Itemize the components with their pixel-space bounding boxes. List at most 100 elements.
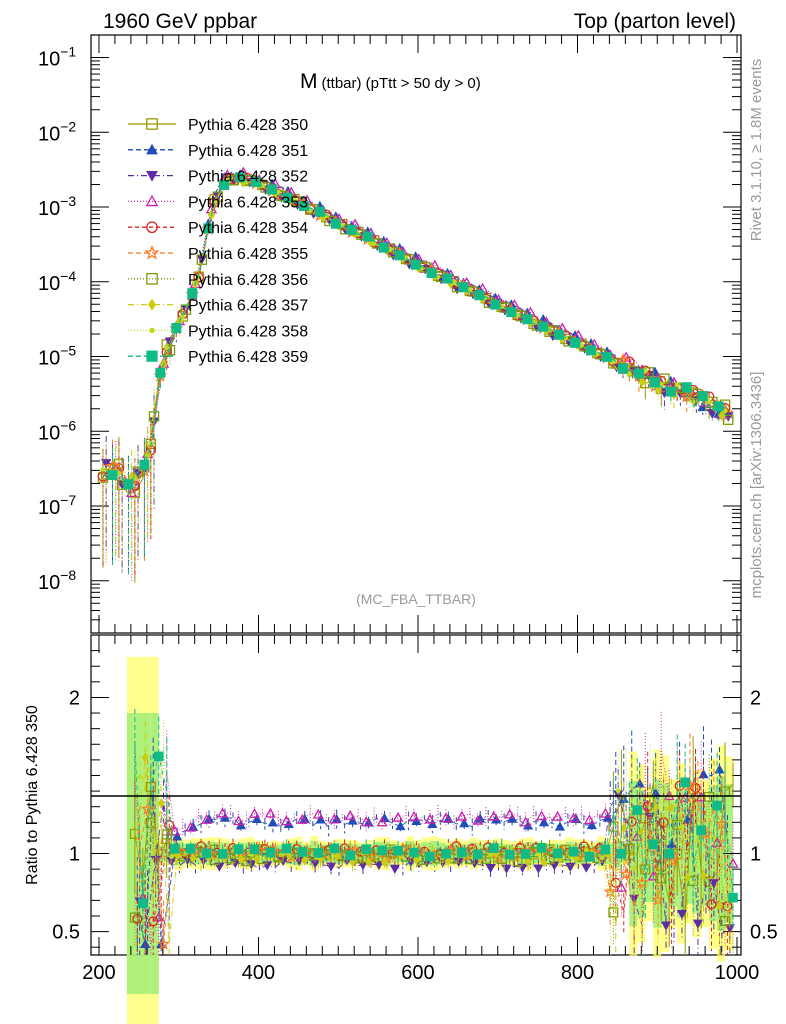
legend-marker-swatch <box>146 143 158 155</box>
legend: Pythia 6.428 350 Pythia 6.428 351 Pythia 6… <box>128 117 308 366</box>
main-data-point <box>362 231 373 242</box>
ratio-data-point <box>616 848 627 859</box>
main-data-point <box>410 259 421 270</box>
ratio-data-point <box>676 909 688 920</box>
ratio-data-point <box>344 809 356 820</box>
ratio-data-point <box>583 814 595 825</box>
main-data-point <box>674 382 680 388</box>
ratio-data-point <box>679 824 685 829</box>
main-data-point <box>707 409 718 419</box>
x-tick-labels: 200 400 600 800 1000 <box>82 962 759 984</box>
ratio-data-point <box>141 752 149 763</box>
ratio-data-point <box>536 810 548 821</box>
main-data-point <box>196 254 208 265</box>
ratio-data-point <box>581 863 592 873</box>
plot-title: M (ttbar) (pTtt > 50 dy > 0) <box>300 70 481 93</box>
ratio-panel: 0.5 0.5 1 1 2 2 200 400 600 800 1000 Ratio to Pyt… <box>24 634 778 1024</box>
ratio-data-point <box>253 854 261 865</box>
main-data-point <box>187 288 198 299</box>
ratio-data-point <box>312 808 324 819</box>
main-data-point <box>538 321 549 332</box>
ratio-y-tick-label-right: 2 <box>750 687 761 709</box>
main-data-point <box>442 273 453 284</box>
ratio-data-point <box>456 810 468 821</box>
ratio-data-point <box>600 844 611 855</box>
legend-marker-swatch <box>145 194 159 207</box>
ratio-frame <box>90 634 742 956</box>
ratio-data-point <box>635 875 649 889</box>
ratio-data-point <box>153 839 158 845</box>
legend-label: Pythia 6.428 352 <box>188 169 308 186</box>
main-data-point <box>251 176 262 187</box>
ratio-data-point <box>281 843 292 854</box>
ratio-data-point <box>660 921 672 931</box>
ratio-data-point <box>153 911 165 922</box>
ratio-data-point <box>704 791 715 802</box>
ratio-series-9 <box>134 708 738 940</box>
ratio-data-point <box>712 800 722 811</box>
ratio-data-point <box>552 848 563 859</box>
main-data-point <box>107 470 118 481</box>
main-data-point <box>394 250 405 261</box>
ratio-series-line <box>139 793 731 935</box>
ratio-data-point <box>164 820 175 831</box>
main-data-point <box>654 384 662 395</box>
ratio-band-inner <box>637 789 646 918</box>
main-data-point <box>267 184 278 195</box>
analysis-label: (MC_FBA_TTBAR) <box>356 591 476 607</box>
ratio-data-point <box>444 855 452 866</box>
ratio-band-inner <box>693 793 702 914</box>
main-data-point <box>180 304 192 315</box>
ratio-data-point <box>715 816 729 830</box>
ratio-data-point <box>201 813 213 824</box>
main-data-point <box>378 242 389 253</box>
ratio-data-point <box>424 813 436 824</box>
main-series-layer <box>97 166 734 583</box>
main-data-point <box>282 192 293 203</box>
ratio-axis-ticks <box>91 635 741 955</box>
legend-item-8: Pythia 6.428 358 <box>128 323 308 340</box>
legend-marker-swatch <box>146 350 158 362</box>
legend-label: Pythia 6.428 355 <box>188 246 308 263</box>
ratio-data-point <box>565 862 576 872</box>
ratio-data-point <box>325 862 337 872</box>
ratio-data-point <box>333 850 341 861</box>
main-data-point <box>617 363 628 374</box>
x-tick-label: 600 <box>401 962 434 984</box>
legend-item-0: Pythia 6.428 350 <box>128 117 308 134</box>
ratio-data-point <box>328 813 340 824</box>
ratio-data-point <box>472 814 484 825</box>
ratio-data-point <box>488 810 500 821</box>
rivet-label: Rivet 3.1.10, ≥ 1.8M events <box>748 59 765 242</box>
ratio-data-point <box>441 848 451 859</box>
legend-marker-swatch <box>146 118 158 130</box>
ratio-data-point <box>719 916 731 927</box>
ratio-data-point <box>264 807 276 818</box>
main-data-point <box>426 267 437 278</box>
main-data-point <box>139 459 150 470</box>
ratio-data-point <box>599 807 611 818</box>
main-data-point <box>371 241 377 247</box>
ratio-data-point <box>615 788 621 794</box>
ratio-data-point <box>233 844 244 854</box>
ratio-data-point <box>169 825 181 836</box>
ratio-data-point <box>156 936 171 950</box>
ratio-data-point <box>568 846 579 857</box>
ratio-data-point <box>624 843 635 854</box>
ratio-data-point <box>251 813 262 824</box>
ratio-data-point <box>169 854 174 860</box>
ratio-data-point <box>138 898 148 909</box>
main-data-point <box>164 344 176 356</box>
ratio-data-point <box>132 913 143 924</box>
main-y-tick-exponent: −5 <box>60 343 76 359</box>
legend-label: Pythia 6.428 358 <box>188 323 308 340</box>
main-data-point <box>474 290 485 301</box>
ratio-data-point <box>440 812 452 823</box>
main-data-point <box>554 329 565 340</box>
main-series-9 <box>104 172 728 575</box>
ratio-data-point <box>217 849 228 859</box>
main-y-tick-exponent: −3 <box>60 193 76 209</box>
ratio-data-point <box>683 872 692 883</box>
ratio-band-inner <box>134 713 143 995</box>
main-data-point <box>506 307 517 318</box>
